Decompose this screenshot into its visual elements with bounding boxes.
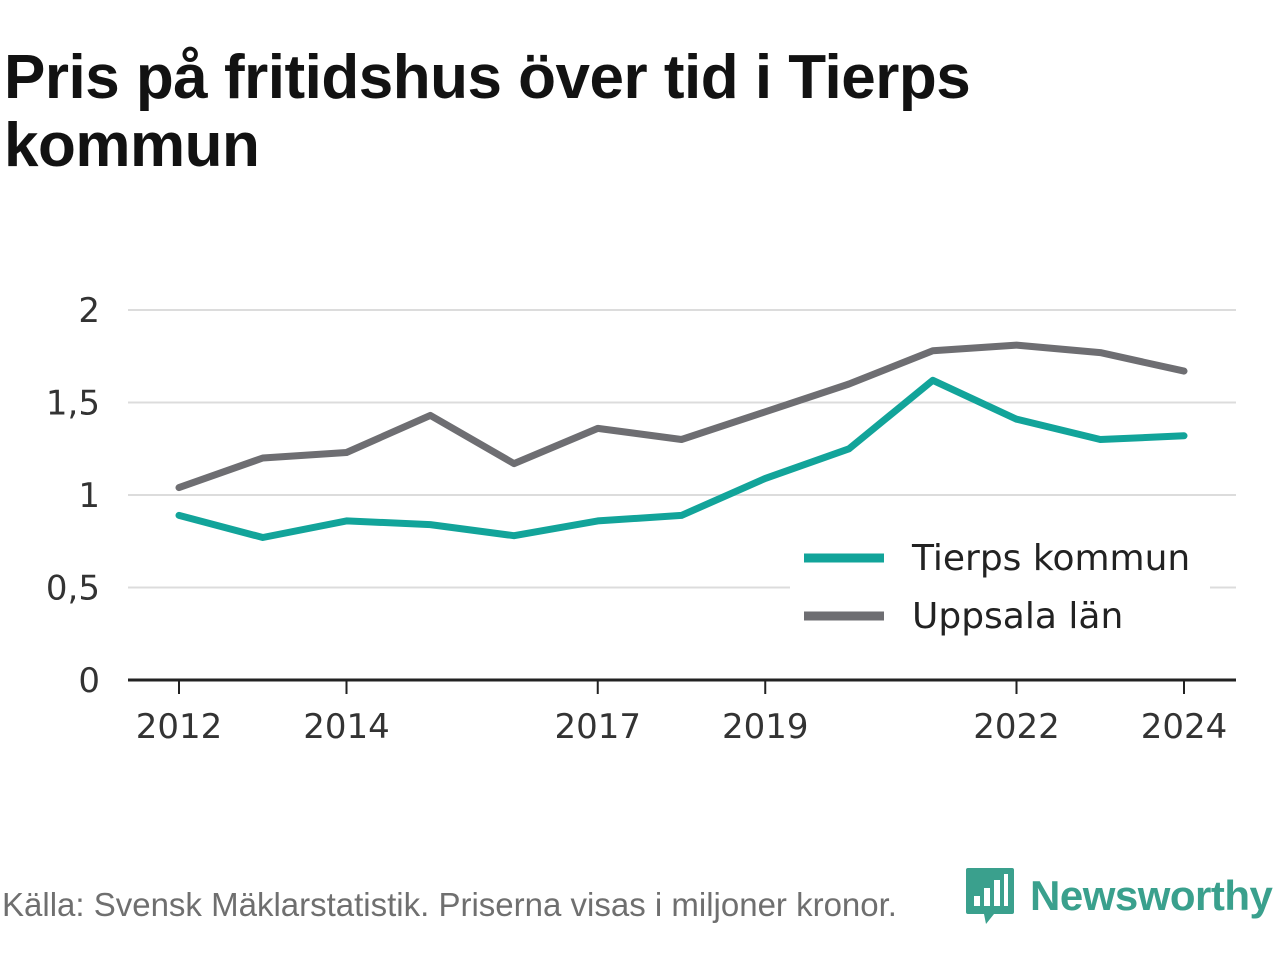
y-tick-label: 0 — [78, 661, 100, 701]
x-tick-label: 2017 — [554, 707, 641, 747]
source-note: Källa: Svensk Mäklarstatistik. Priserna … — [2, 886, 897, 923]
y-tick-label: 2 — [78, 291, 100, 331]
x-tick-label: 2014 — [303, 707, 390, 747]
x-tick-label: 2019 — [722, 707, 809, 747]
legend: Tierps kommun Uppsala län — [790, 530, 1210, 640]
x-tick-label: 2022 — [973, 707, 1060, 747]
legend-label: Tierps kommun — [911, 538, 1190, 579]
y-tick-label: 0,5 — [46, 569, 100, 609]
x-axis-tick-labels: 2012 2014 2017 2019 2022 2024 — [136, 707, 1228, 747]
x-tick-label: 2012 — [136, 707, 223, 747]
series-line — [175, 341, 1188, 492]
legend-background — [790, 530, 1210, 640]
chart-title: Pris på fritidshus över tid i Tierps kom… — [4, 43, 971, 180]
newsworthy-logo[interactable]: Newsworthy — [964, 866, 1273, 926]
x-axis — [128, 678, 1236, 694]
y-tick-label: 1,5 — [46, 384, 100, 424]
legend-label: Uppsala län — [912, 596, 1123, 637]
y-axis-tick-labels: 0 0,5 1 1,5 2 — [46, 291, 100, 701]
y-tick-label: 1 — [78, 476, 100, 516]
series-line — [175, 376, 1188, 541]
series-lines — [175, 341, 1188, 541]
newsworthy-chart-bubble-icon — [966, 868, 1014, 924]
x-tick-label: 2024 — [1141, 707, 1228, 747]
logo-text: Newsworthy — [1030, 872, 1273, 919]
